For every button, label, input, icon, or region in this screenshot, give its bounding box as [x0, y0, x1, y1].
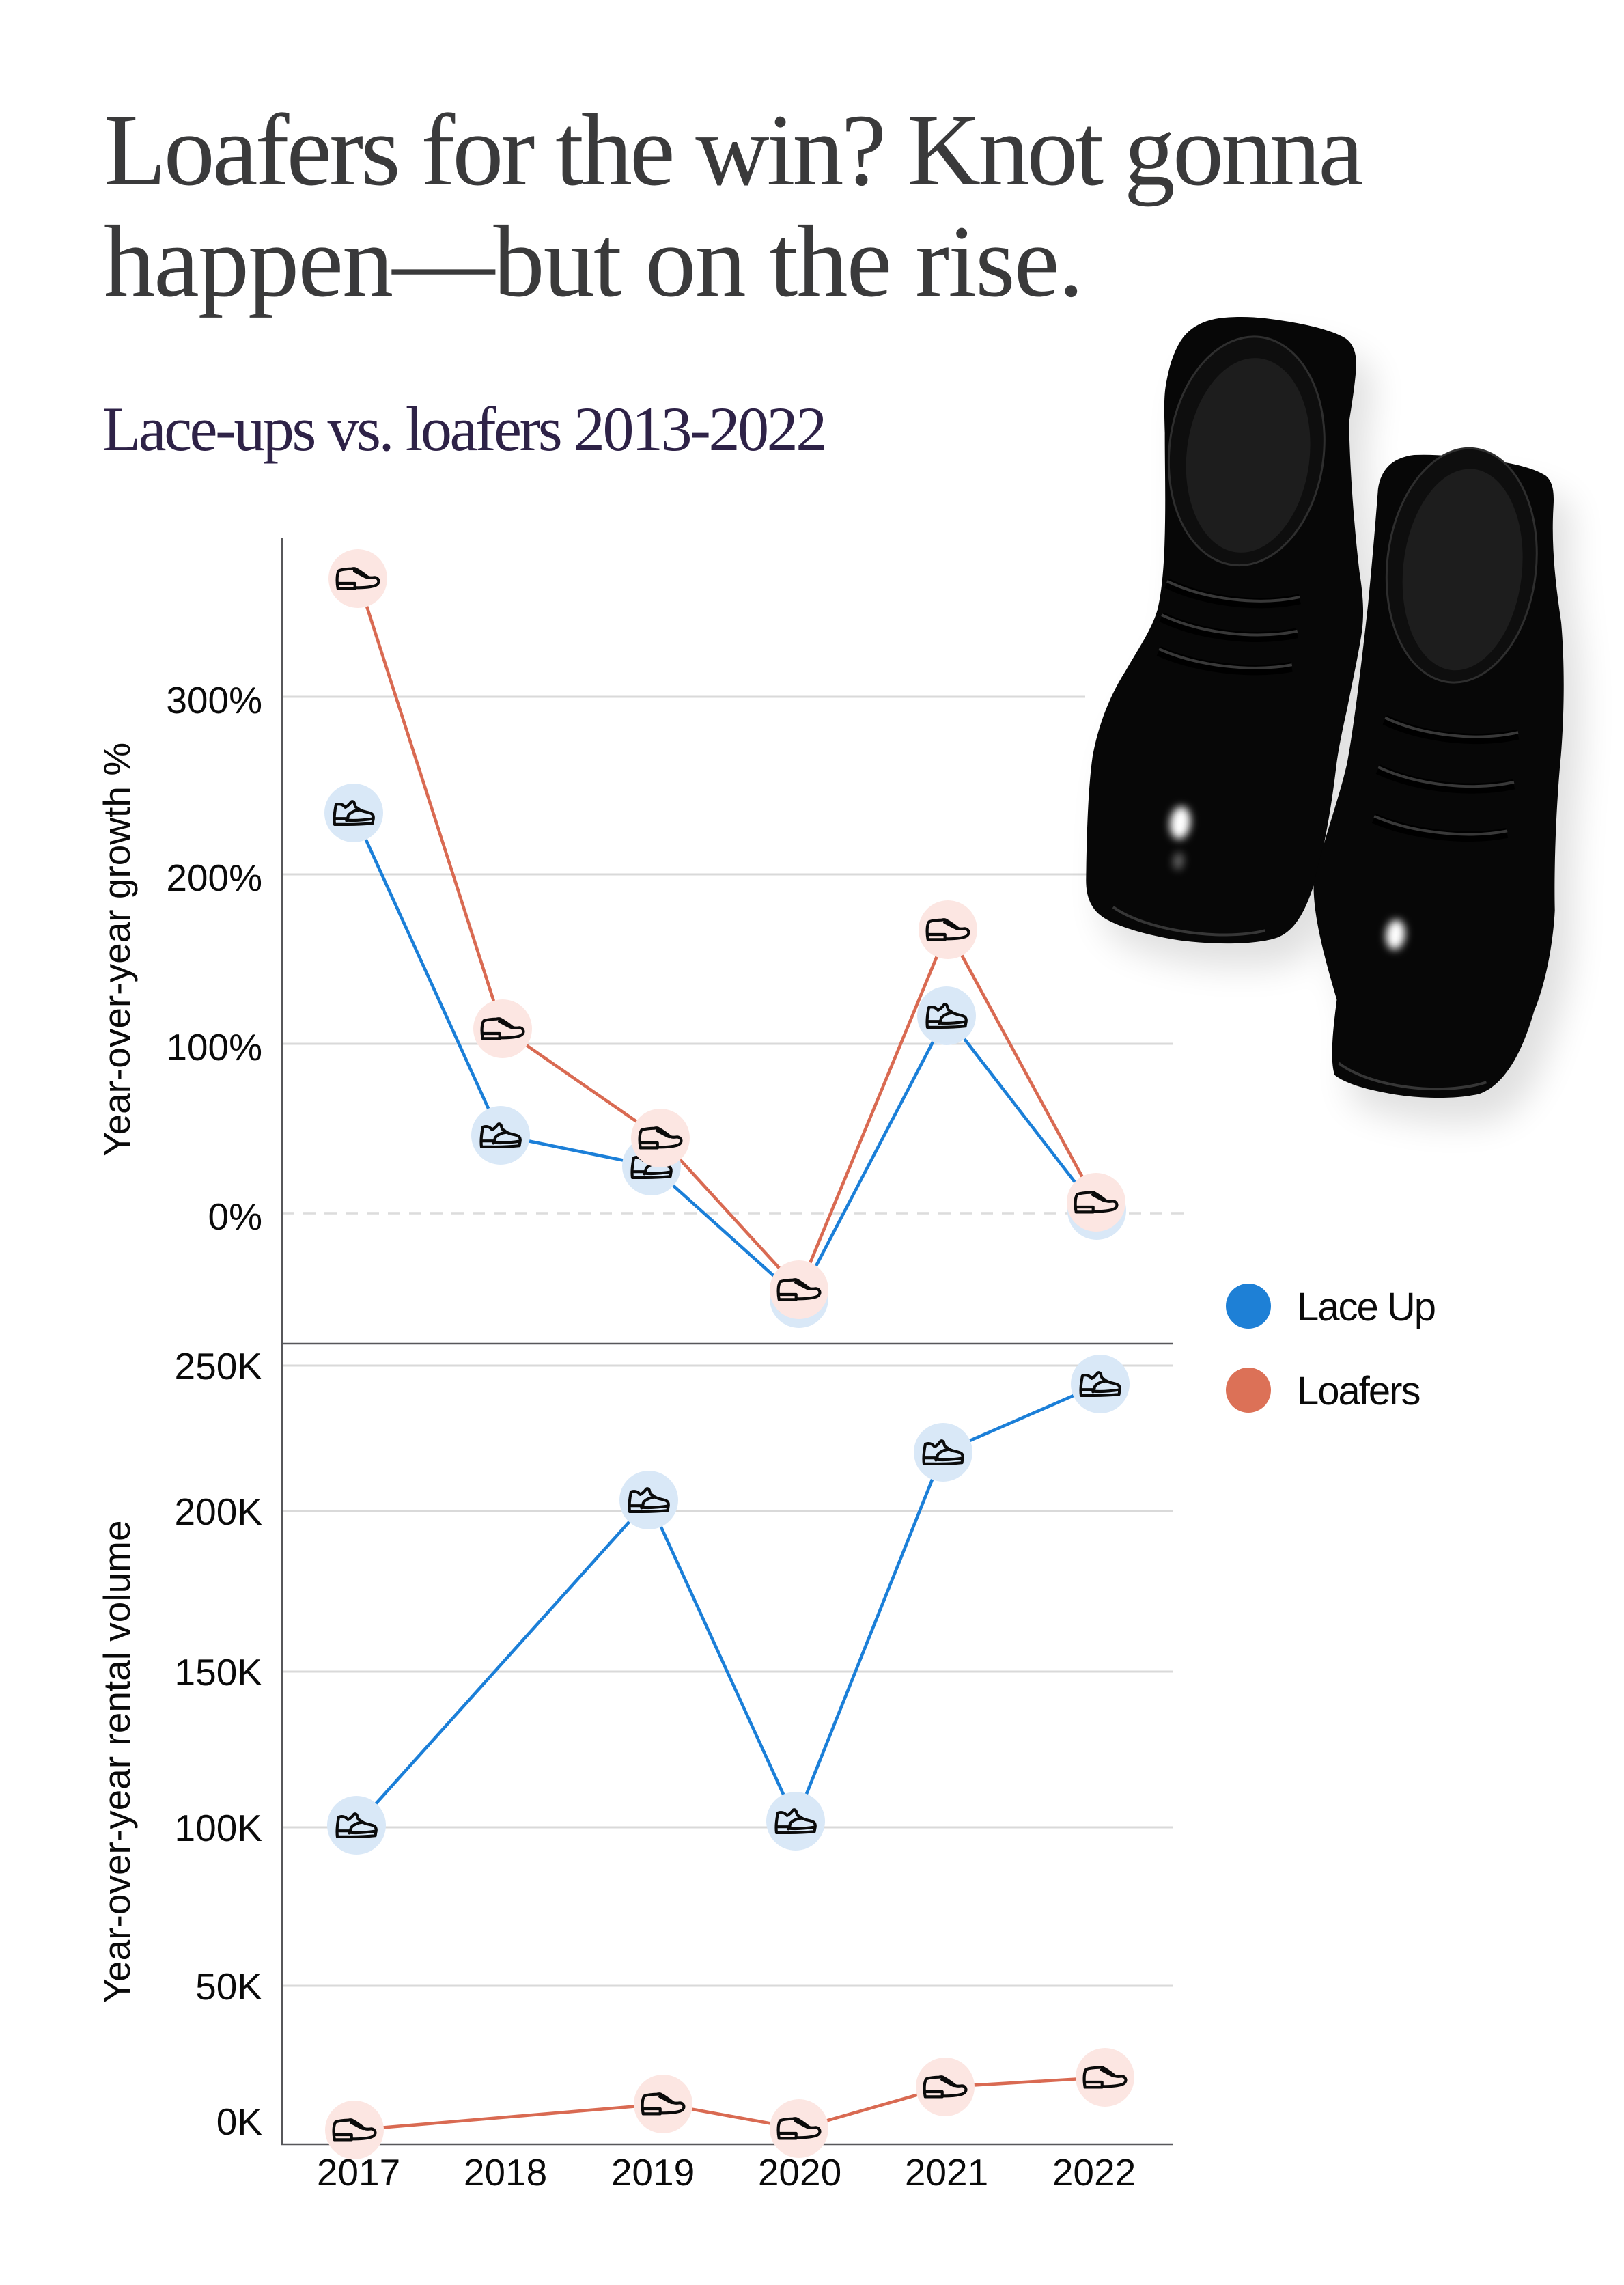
svg-text:0%: 0%	[208, 1195, 263, 1238]
svg-text:2022: 2022	[1052, 2151, 1136, 2193]
svg-text:150K: 150K	[175, 1651, 263, 1693]
svg-text:200%: 200%	[166, 857, 262, 899]
svg-text:300%: 300%	[166, 679, 262, 721]
svg-text:2021: 2021	[905, 2151, 988, 2193]
svg-text:100%: 100%	[166, 1026, 262, 1068]
svg-text:Year-over-year rental volume: Year-over-year rental volume	[96, 1520, 138, 2003]
svg-text:200K: 200K	[175, 1491, 263, 1533]
svg-text:100K: 100K	[175, 1807, 263, 1849]
svg-text:Year-over-year growth %: Year-over-year growth %	[96, 743, 138, 1157]
svg-text:Lace Up: Lace Up	[1297, 1285, 1435, 1329]
svg-text:Loafers: Loafers	[1297, 1369, 1419, 1413]
svg-text:2018: 2018	[464, 2151, 547, 2193]
svg-text:2020: 2020	[758, 2151, 841, 2193]
svg-text:0K: 0K	[216, 2101, 263, 2143]
svg-text:250K: 250K	[175, 1345, 263, 1387]
svg-text:2017: 2017	[317, 2151, 400, 2193]
svg-text:2019: 2019	[611, 2151, 695, 2193]
svg-text:50K: 50K	[195, 1965, 262, 2008]
